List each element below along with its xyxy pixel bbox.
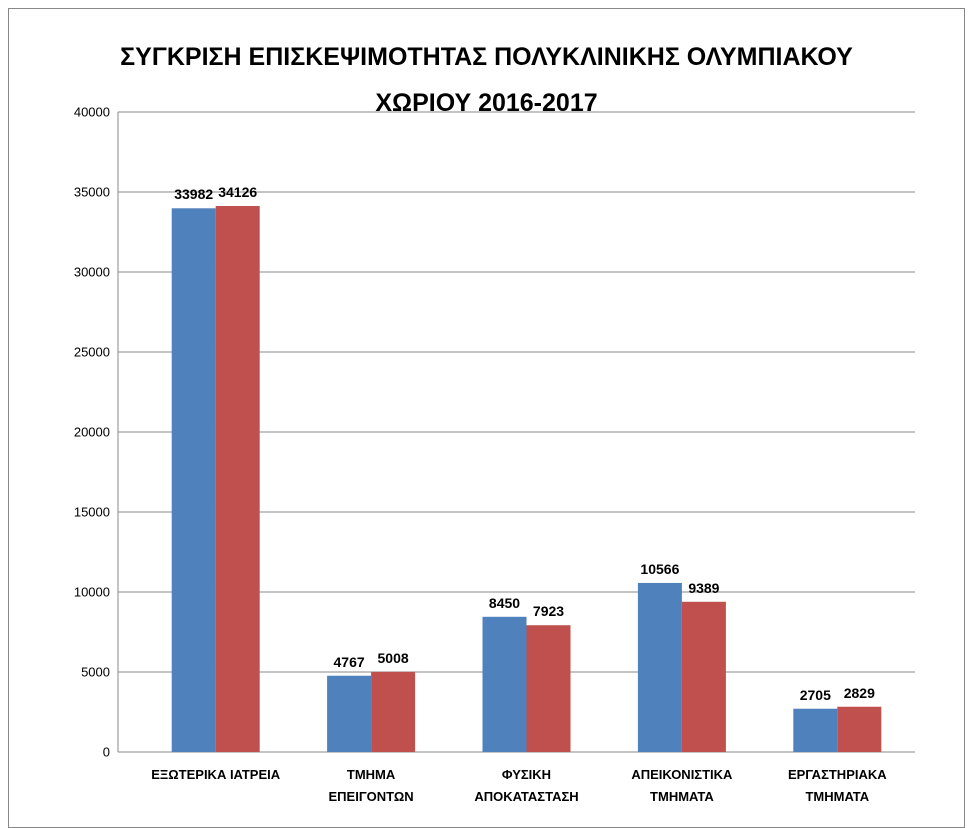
- data-label: 33982: [174, 186, 214, 203]
- y-tick-label: 25000: [73, 344, 110, 360]
- data-label: 8450: [488, 594, 521, 611]
- data-label: 2705: [799, 686, 831, 703]
- y-tick-label: 5000: [81, 664, 110, 680]
- x-tick-label: ΕΞΩΤΕΡΙΚΑ ΙΑΤΡΕΙΑ: [151, 767, 281, 782]
- y-tick-label: 20000: [73, 424, 110, 440]
- data-label: 7923: [532, 603, 565, 620]
- y-tick-label: 10000: [73, 584, 110, 600]
- data-label: 4767: [333, 653, 365, 670]
- y-tick-label: 35000: [73, 184, 110, 200]
- bar: [215, 205, 260, 752]
- bar: [482, 616, 527, 752]
- bar: [793, 708, 838, 752]
- bar: [526, 625, 571, 752]
- y-tick-label: 30000: [73, 264, 110, 280]
- bar: [327, 675, 372, 752]
- data-label: 9389: [688, 579, 720, 596]
- data-label: 2829: [843, 684, 875, 701]
- data-label: 34126: [218, 183, 258, 200]
- bar: [171, 208, 216, 753]
- x-tick-label: ΑΠΕΙΚΟΝΙΣΤΙΚΑ ΤΜΗΜΑΤΑ: [631, 767, 733, 804]
- x-tick-label: ΤΜΗΜΑ ΕΠΕΙΓΟΝΤΩΝ: [328, 767, 414, 804]
- x-tick-label: ΦΥΣΙΚΗ ΑΠΟΚΑΤΑΣΤΑΣΗ: [474, 767, 579, 804]
- bar: [681, 601, 726, 752]
- bar: [637, 582, 682, 752]
- x-tick-label: ΕΡΓΑΣΤΗΡΙΑΚΑ ΤΜΗΜΑΤΑ: [787, 767, 887, 804]
- y-tick-label: 15000: [73, 504, 110, 520]
- data-label: 5008: [377, 649, 409, 666]
- chart-title: ΣΥΓΚΡΙΣΗ ΕΠΙΣΚΕΨΙΜΟΤΗΤΑΣ ΠΟΛΥΚΛΙΝΙΚΗΣ ΟΛ…: [120, 43, 853, 117]
- bar: [837, 706, 882, 752]
- y-tick-label: 40000: [73, 104, 110, 120]
- bar: [371, 671, 416, 752]
- y-tick-label: 0: [102, 744, 110, 760]
- data-label: 10566: [640, 560, 680, 577]
